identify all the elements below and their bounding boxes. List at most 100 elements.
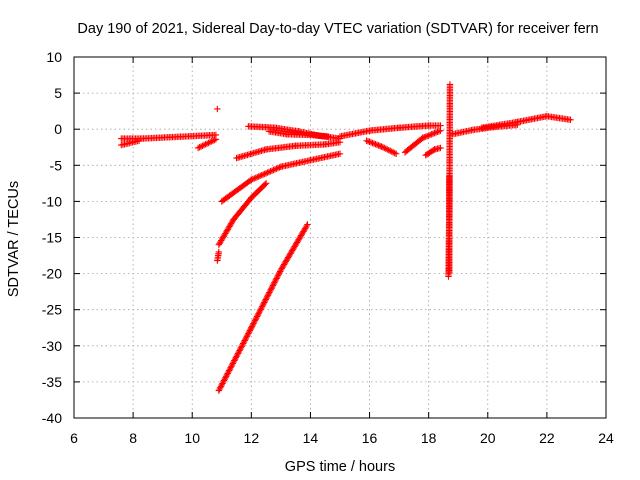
data-point [228, 363, 235, 370]
data-point [271, 278, 279, 285]
data-point [258, 303, 266, 310]
data-point [242, 334, 250, 341]
data-point [437, 127, 444, 134]
data-point [390, 149, 397, 156]
data-point [437, 144, 444, 152]
data-point [230, 358, 237, 366]
data-point [419, 134, 426, 142]
data-point [197, 143, 205, 150]
data-point [268, 285, 275, 292]
data-point [303, 222, 310, 230]
data-point [262, 170, 270, 177]
data-point [202, 141, 209, 148]
data-point [226, 365, 234, 373]
data-point [256, 307, 264, 315]
data-point [262, 296, 269, 303]
series-arc-11-15 [218, 150, 344, 205]
grid [74, 57, 606, 418]
data-point [272, 276, 280, 284]
data-point [244, 331, 251, 339]
data-point [267, 286, 274, 293]
series-arc-17.5-18.5 [401, 127, 444, 156]
data-point [245, 330, 252, 337]
data-point [205, 139, 212, 147]
data-point [258, 304, 265, 312]
y-tick-label: 5 [54, 85, 62, 101]
data-point [224, 370, 231, 377]
data-point [378, 143, 385, 150]
data-point [240, 338, 248, 346]
data-point [239, 341, 246, 349]
data-point [385, 146, 392, 154]
series-arc-16-17 [363, 137, 400, 157]
data-point [265, 168, 273, 176]
data-point [256, 309, 263, 316]
data-point [336, 150, 344, 157]
data-point [381, 144, 388, 152]
data-point [217, 383, 225, 390]
data-point [372, 141, 379, 148]
data-point [264, 292, 272, 299]
data-point [324, 133, 332, 140]
data-point [196, 144, 203, 151]
data-point [260, 300, 267, 308]
series-arc-11-12.5 [215, 180, 270, 248]
data-point [245, 328, 253, 336]
data-point [253, 314, 260, 322]
data-point [276, 268, 284, 275]
data-point [251, 175, 258, 182]
data-point [252, 174, 259, 181]
data-point [216, 385, 223, 393]
data-point [270, 166, 277, 174]
x-tick-label: 8 [129, 430, 137, 446]
data-point [422, 133, 429, 140]
data-point [259, 302, 267, 309]
data-point [375, 142, 382, 149]
x-axis-label: GPS time / hours [285, 459, 395, 475]
data-point [430, 147, 437, 154]
x-tick-label: 16 [362, 430, 378, 446]
series-arc-10.9-left [214, 248, 223, 264]
data-point [250, 320, 257, 327]
data-point [276, 164, 283, 171]
data-point [367, 139, 375, 146]
data-point [446, 81, 454, 88]
data-point [241, 337, 248, 344]
data-point [264, 169, 271, 176]
data-point [222, 374, 229, 381]
y-tick-label: -15 [42, 230, 62, 246]
data-point [238, 343, 245, 350]
data-point [194, 144, 202, 152]
series-arc-9-11 [138, 131, 220, 142]
data-point [203, 140, 211, 147]
data-point [231, 355, 239, 363]
y-tick-label: -35 [42, 374, 62, 390]
data-point [382, 145, 390, 152]
data-point [369, 139, 376, 147]
series-arc-12.5-14.5 [265, 128, 332, 140]
data-point [242, 335, 249, 343]
data-point [363, 137, 370, 144]
data-point [255, 173, 262, 180]
data-point [262, 180, 270, 187]
series-arc-20-23 [478, 113, 574, 131]
data-point [248, 323, 256, 330]
data-point [217, 384, 224, 391]
y-tick-label: -10 [42, 193, 62, 209]
x-tick-label: 24 [598, 430, 614, 446]
y-tick-label: -20 [42, 266, 62, 282]
data-point [249, 321, 256, 329]
data-point [219, 380, 226, 387]
x-tick-label: 22 [539, 430, 555, 446]
data-point [388, 148, 395, 155]
data-point [567, 116, 574, 124]
data-point [237, 345, 244, 353]
data-point [254, 173, 261, 181]
data-point [429, 130, 437, 137]
y-axis-label: SDTVAR / TECUs [6, 181, 22, 297]
data-point [211, 136, 218, 144]
data-point [246, 327, 254, 334]
data-point [366, 138, 373, 146]
series-arc-11.5-15 [233, 138, 344, 162]
data-point [270, 280, 277, 288]
